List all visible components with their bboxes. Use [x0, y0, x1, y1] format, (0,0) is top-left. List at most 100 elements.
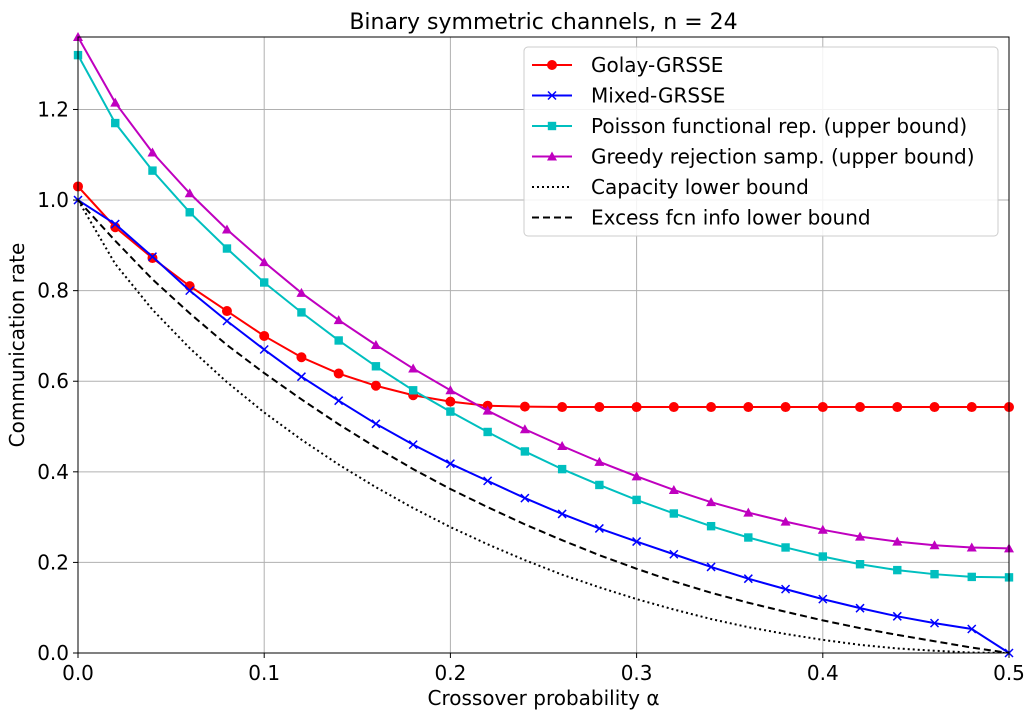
legend-label: Golay-GRSSE: [591, 53, 723, 77]
data-point: [669, 509, 679, 518]
data-point: [744, 533, 753, 542]
data-point: [296, 352, 307, 363]
data-point: [781, 543, 790, 552]
data-point: [334, 336, 343, 345]
data-point: [557, 441, 568, 451]
data-point: [147, 252, 158, 262]
data-point: [408, 386, 418, 395]
legend-marker: [547, 60, 557, 70]
data-point: [259, 330, 270, 341]
data-point: [855, 402, 866, 413]
data-point: [706, 562, 716, 572]
grid: [77, 37, 1010, 654]
data-point: [446, 407, 455, 416]
x-tick-label: 0.2: [434, 661, 466, 685]
legend-marker: [547, 121, 557, 131]
data-point: [221, 306, 232, 317]
data-point: [818, 594, 828, 604]
data-point: [445, 385, 456, 395]
data-point: [818, 552, 827, 561]
legend-item: Mixed-GRSSE: [532, 84, 725, 108]
data-point: [966, 402, 977, 413]
data-point: [222, 316, 232, 326]
series-line: [78, 54, 1009, 579]
legend-item: Capacity lower bound: [532, 175, 809, 199]
ticks: 0.0 0.1 0.2 0.3 0.4 0.5 0.0 0.2 0.4 0.6 0.8 1.0 1.2: [37, 97, 1025, 685]
data-point: [743, 574, 753, 584]
legend-marker: [547, 90, 557, 101]
series-line: [78, 199, 1009, 653]
plot-frame: [77, 36, 1010, 654]
data-point: [520, 447, 530, 456]
legend-label: Poisson functional rep. (upper bound): [591, 114, 967, 138]
series-0: [73, 181, 1014, 413]
data-point: [557, 464, 567, 474]
data-point: [148, 166, 157, 175]
series-1: [73, 195, 1014, 658]
data-point: [185, 208, 194, 217]
data-point: [557, 402, 568, 413]
data-point: [445, 396, 456, 407]
y-tick-label: 0.0: [37, 641, 69, 665]
data-point: [296, 287, 307, 297]
data-point: [855, 603, 865, 613]
data-point: [371, 419, 381, 429]
data-point: [892, 402, 903, 413]
data-point: [297, 308, 306, 317]
data-point: [483, 476, 493, 486]
legend-marker: [547, 151, 557, 161]
data-point: [855, 560, 865, 569]
data-point: [966, 542, 977, 552]
legend: Golay-GRSSE Mixed-GRSSE Poisson functional…: [523, 46, 999, 237]
data-point: [296, 372, 306, 382]
data-point: [706, 497, 717, 507]
data-point: [929, 402, 940, 413]
y-tick-label: 1.0: [37, 188, 69, 212]
data-point: [594, 456, 605, 466]
x-tick-label: 0.1: [248, 661, 280, 685]
legend-label: Mixed-GRSSE: [591, 84, 725, 108]
data-point: [706, 402, 717, 413]
data-point: [334, 396, 344, 406]
data-point: [743, 402, 754, 413]
data-point: [595, 480, 604, 490]
series-4: [78, 199, 1009, 653]
legend-item: Poisson functional rep. (upper bound): [532, 114, 967, 138]
data-point: [408, 363, 419, 373]
x-tick-label: 0.5: [993, 661, 1025, 685]
data-point: [185, 286, 195, 296]
data-point: [222, 244, 232, 253]
data-point: [668, 402, 679, 413]
series-layer: [73, 32, 1014, 658]
series-line: [78, 199, 1009, 653]
series-line: [78, 37, 1009, 550]
y-tick-label: 0.6: [37, 369, 69, 393]
data-point: [892, 536, 903, 546]
y-tick-label: 1.2: [37, 97, 69, 121]
data-point: [333, 315, 344, 325]
data-point: [929, 540, 940, 550]
legend-item: Greedy rejection samp. (upper bound): [532, 145, 975, 169]
data-point: [519, 401, 530, 412]
data-point: [520, 493, 530, 503]
data-point: [221, 224, 232, 234]
data-point: [445, 459, 455, 469]
data-point: [594, 523, 604, 533]
data-point: [930, 569, 939, 579]
data-point: [632, 495, 641, 505]
data-point: [706, 521, 716, 531]
data-point: [110, 97, 121, 107]
y-tick-label: 0.8: [37, 279, 69, 303]
data-point: [483, 427, 492, 437]
data-point: [632, 537, 642, 547]
data-point: [817, 402, 828, 413]
series-2: [73, 50, 1014, 582]
chart-title: Binary symmetric channels, n = 24: [349, 10, 737, 35]
data-point: [855, 531, 866, 541]
series-5: [78, 199, 1009, 653]
data-point: [781, 584, 791, 594]
data-point: [892, 611, 902, 621]
data-point: [594, 402, 605, 413]
legend-box: [523, 46, 999, 237]
x-axis-label: Crossover probability α: [427, 686, 659, 710]
